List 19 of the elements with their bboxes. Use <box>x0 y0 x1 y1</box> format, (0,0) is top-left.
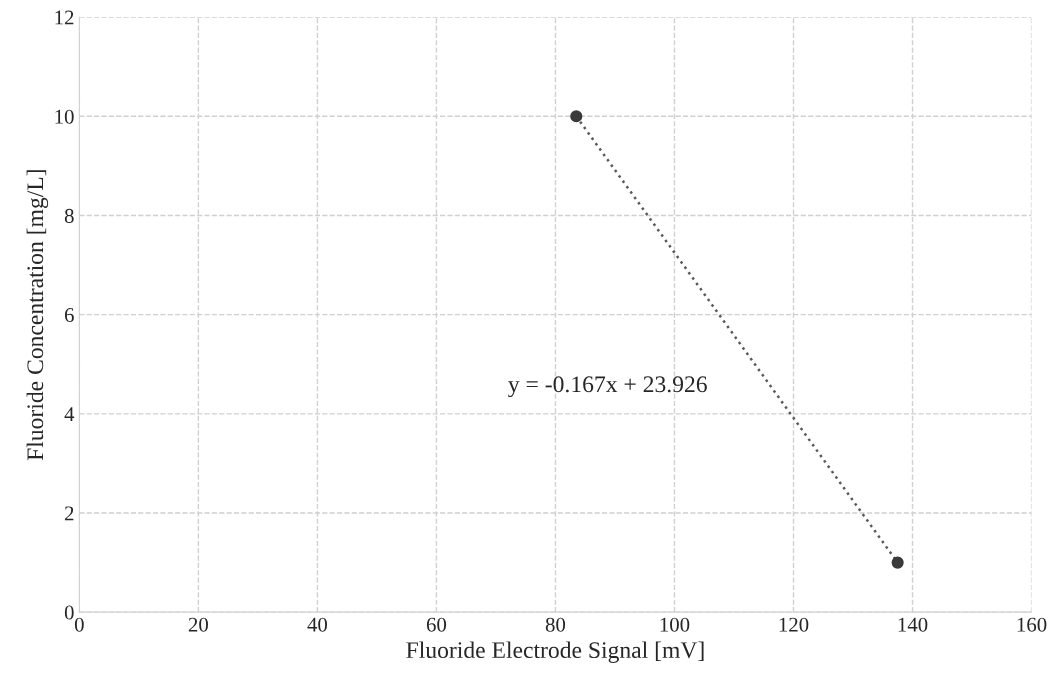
x-tick-label: 100 <box>660 617 690 632</box>
x-tick-label: 20 <box>188 617 208 632</box>
x-tick-label: 40 <box>307 617 328 632</box>
x-tick-label: 160 <box>1017 617 1047 632</box>
y-tick-label: 8 <box>64 208 74 223</box>
y-tick-label: 4 <box>64 407 75 422</box>
x-tick-label: 120 <box>779 617 809 632</box>
y-tick-label: 0 <box>64 605 74 620</box>
x-axis-title: Fluoride Electrode Signal [mV] <box>406 641 704 663</box>
y-tick-label: 12 <box>55 10 74 25</box>
x-tick-label: 0 <box>74 617 84 632</box>
y-axis-title: Fluoride Concentration [mg/L] <box>26 170 49 461</box>
y-tick-label: 10 <box>55 109 74 124</box>
x-tick-label: 80 <box>545 617 566 632</box>
x-tick-label: 140 <box>898 617 928 632</box>
y-tick-label: 6 <box>64 308 74 323</box>
x-tick-label: 60 <box>426 617 447 632</box>
annotation: y = -0.167x + 23.926 <box>508 376 707 398</box>
y-tick-label: 2 <box>64 506 74 521</box>
